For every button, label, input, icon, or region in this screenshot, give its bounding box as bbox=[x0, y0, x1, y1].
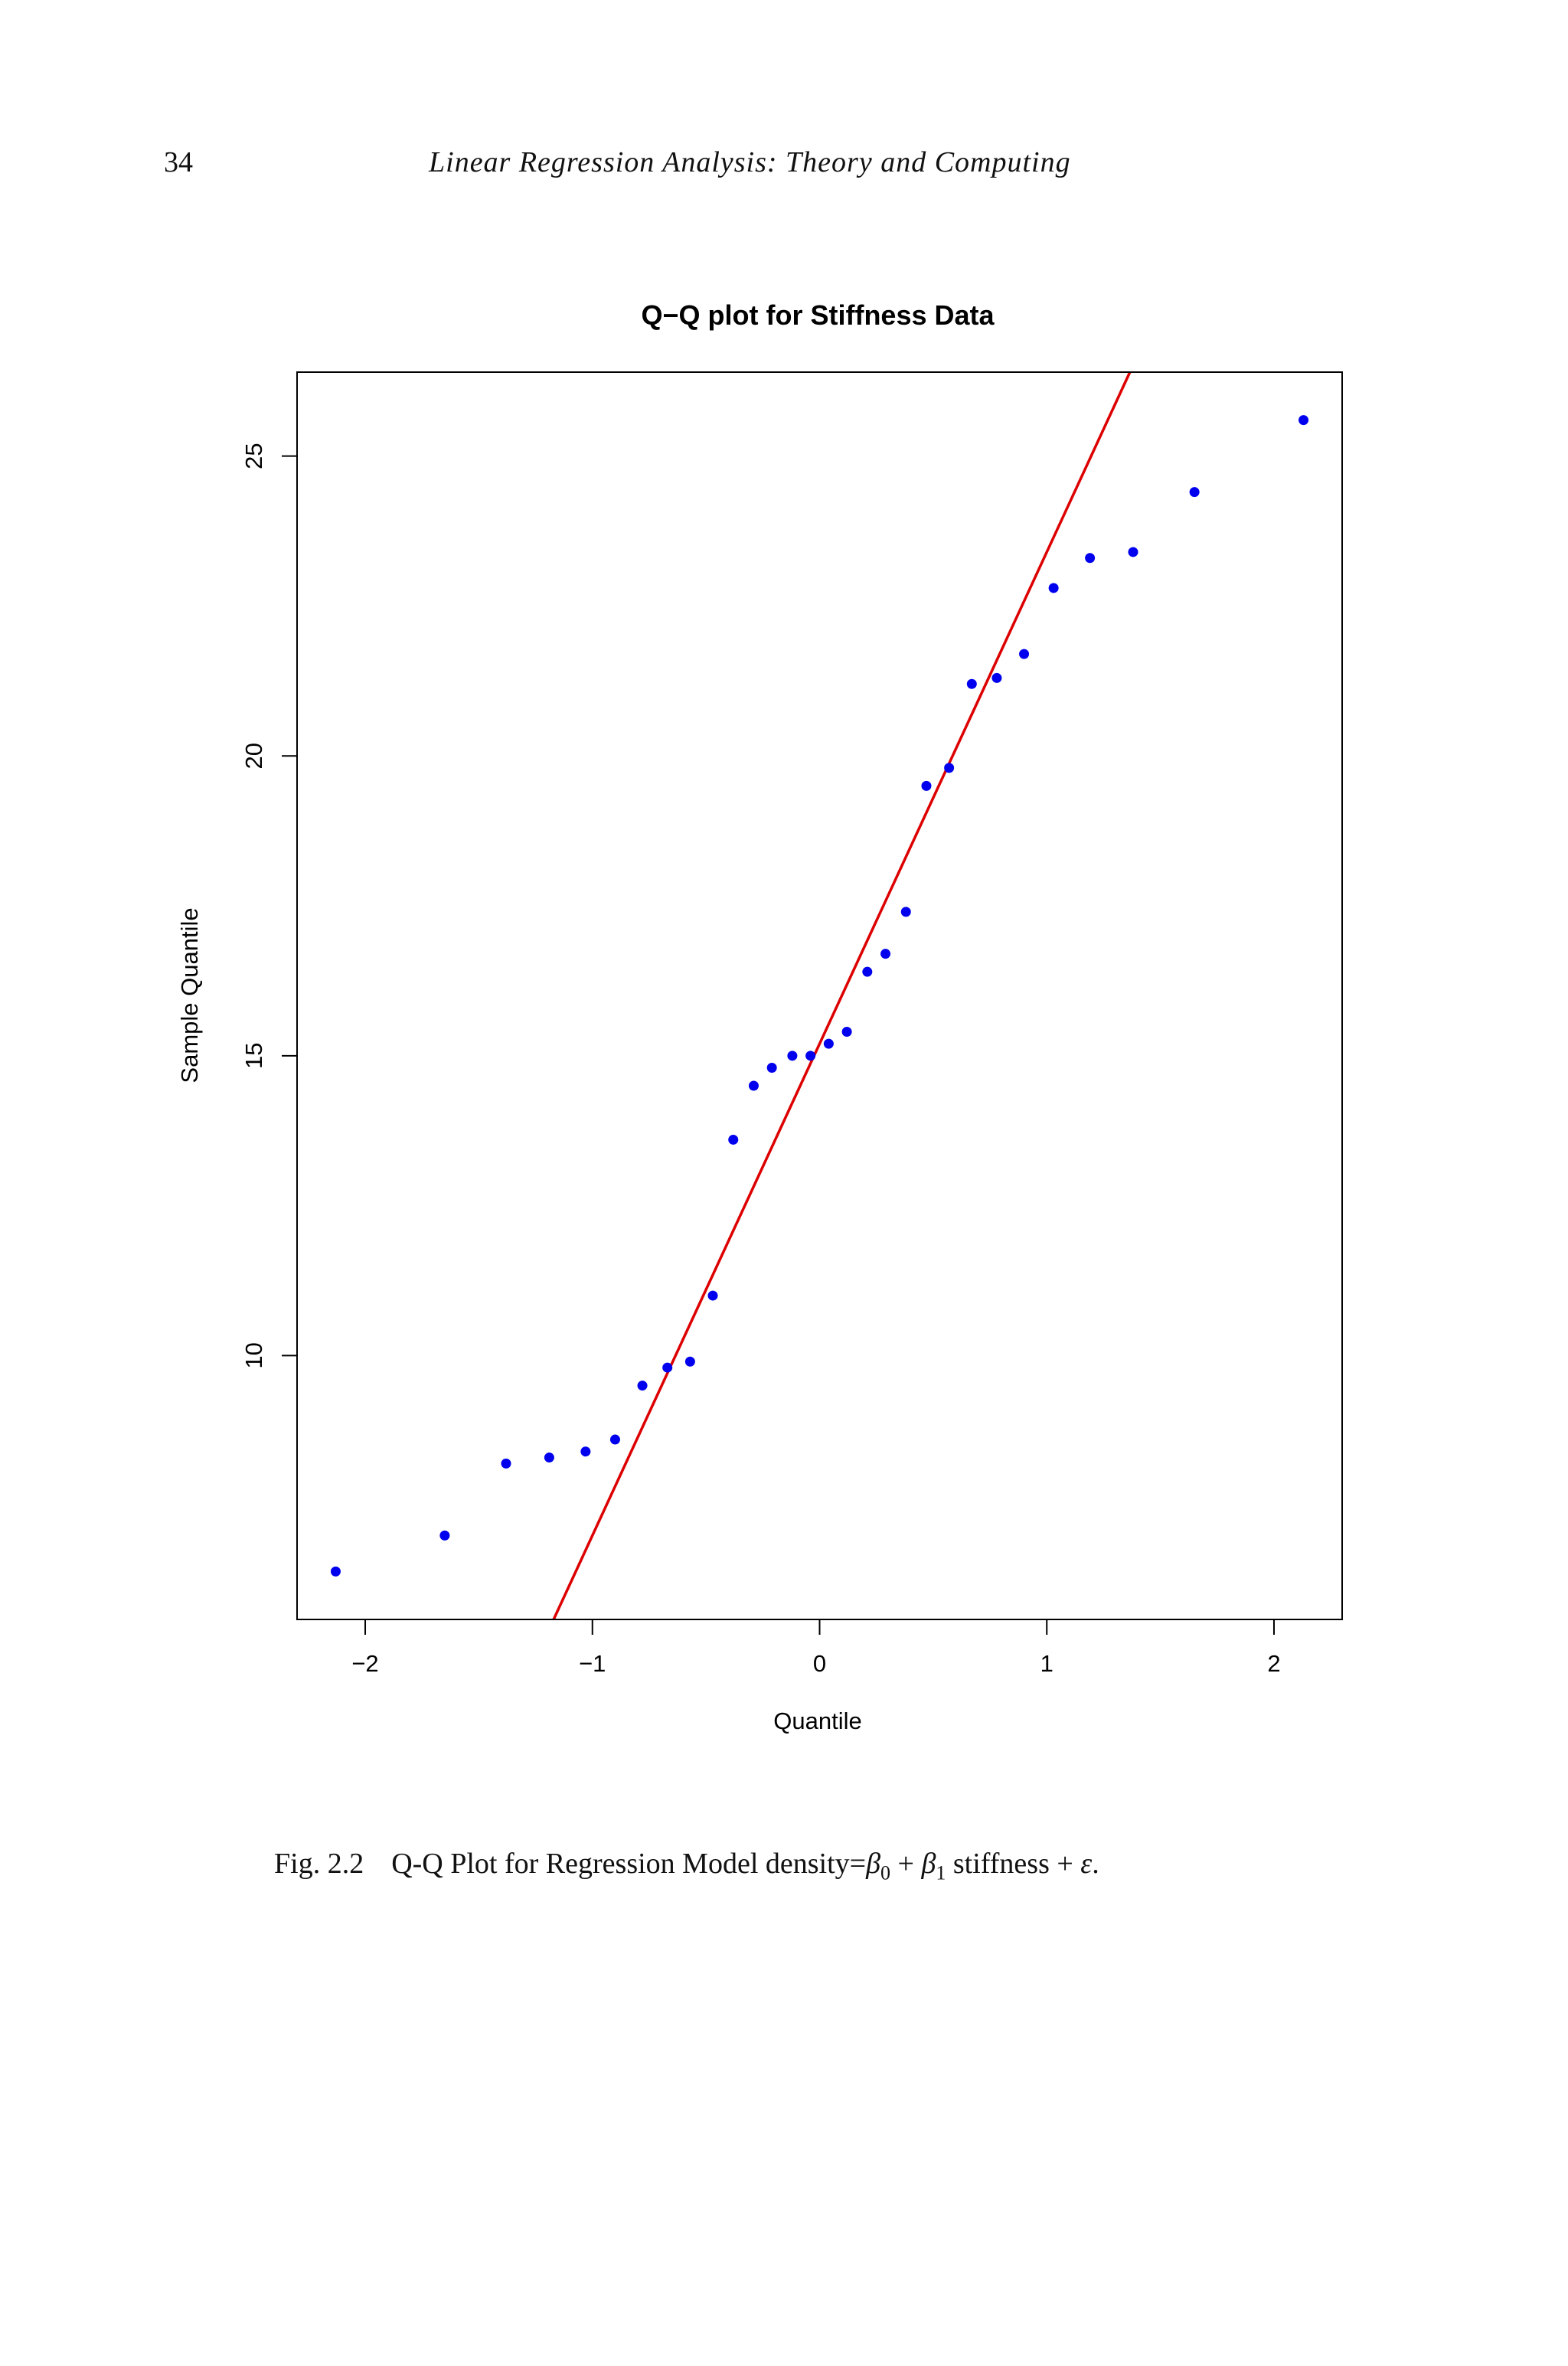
data-point bbox=[684, 1356, 695, 1367]
data-point bbox=[662, 1362, 673, 1373]
caption-label: Fig. 2.2 bbox=[274, 1848, 364, 1880]
data-point bbox=[1085, 553, 1096, 564]
y-axis-label: Sample Quantile bbox=[176, 907, 203, 1083]
data-point bbox=[330, 1566, 341, 1577]
chart-title: Q−Q plot for Stiffness Data bbox=[641, 299, 995, 331]
plot-frame bbox=[296, 371, 1343, 1620]
data-point bbox=[609, 1434, 620, 1445]
caption-beta0-sub: 0 bbox=[880, 1861, 891, 1884]
data-point bbox=[805, 1051, 816, 1061]
data-point bbox=[1189, 487, 1200, 498]
x-tick-label: 0 bbox=[813, 1650, 826, 1677]
data-point bbox=[944, 763, 955, 773]
data-point bbox=[823, 1038, 834, 1049]
x-tick-label: 2 bbox=[1267, 1650, 1280, 1677]
data-point bbox=[580, 1446, 591, 1457]
caption-plus: + bbox=[890, 1848, 922, 1880]
data-point bbox=[1019, 649, 1030, 659]
data-point bbox=[966, 678, 977, 689]
data-point bbox=[748, 1080, 759, 1091]
data-point bbox=[728, 1134, 739, 1145]
data-point bbox=[637, 1381, 648, 1391]
x-tick-label: 1 bbox=[1040, 1650, 1054, 1677]
data-point bbox=[900, 907, 911, 917]
x-tick-label: −1 bbox=[579, 1650, 606, 1677]
data-point bbox=[707, 1290, 718, 1301]
page-number: 34 bbox=[164, 146, 193, 178]
data-point bbox=[841, 1026, 852, 1037]
data-point bbox=[991, 672, 1002, 683]
figure-caption: Fig. 2.2 Q-Q Plot for Regression Model de… bbox=[274, 1847, 1099, 1885]
data-point bbox=[1128, 547, 1138, 557]
data-point bbox=[921, 780, 932, 791]
data-point bbox=[766, 1062, 777, 1073]
data-point bbox=[1048, 583, 1059, 593]
y-tick-label: 25 bbox=[240, 443, 267, 469]
data-point bbox=[862, 966, 873, 977]
reference-line bbox=[552, 372, 1132, 1619]
caption-beta1: β bbox=[921, 1848, 936, 1880]
x-tick-label: −2 bbox=[351, 1650, 378, 1677]
y-tick-label: 15 bbox=[240, 1043, 267, 1069]
y-tick-label: 20 bbox=[240, 743, 267, 769]
caption-text-after: stiffness + bbox=[946, 1848, 1081, 1880]
caption-text: Q-Q Plot for Regression Model density= bbox=[391, 1848, 867, 1880]
data-point bbox=[1298, 415, 1309, 426]
data-point bbox=[544, 1453, 554, 1463]
caption-beta0: β bbox=[866, 1848, 881, 1880]
data-point bbox=[880, 949, 891, 959]
running-head: Linear Regression Analysis: Theory and C… bbox=[429, 146, 1071, 178]
data-point bbox=[501, 1458, 511, 1469]
data-point bbox=[439, 1530, 450, 1541]
data-point bbox=[787, 1051, 798, 1061]
y-tick-label: 10 bbox=[240, 1342, 267, 1368]
caption-beta1-sub: 1 bbox=[936, 1861, 946, 1884]
x-axis-label: Quantile bbox=[773, 1708, 861, 1734]
caption-epsilon: ε bbox=[1080, 1848, 1093, 1880]
caption-end: . bbox=[1092, 1848, 1099, 1880]
